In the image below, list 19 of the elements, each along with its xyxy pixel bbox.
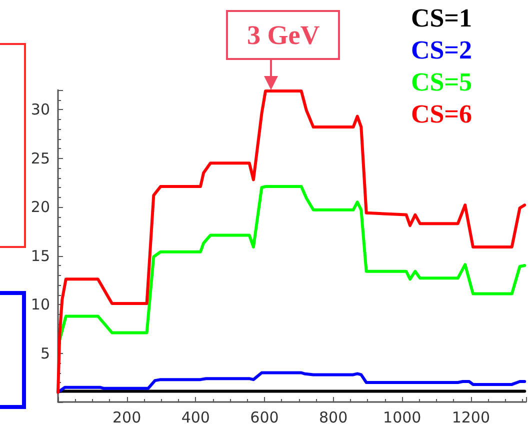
x-tick-label: 1000 (383, 408, 422, 426)
y-tick-label: 10 (30, 296, 50, 314)
text: CS=1 (410, 4, 472, 32)
x-tick-label: 1200 (452, 408, 490, 426)
y-tick-label: 5 (40, 344, 50, 362)
y-tick-label: 20 (30, 198, 50, 216)
annotation: 3 GeV (226, 10, 340, 60)
x-tick-label: 800 (318, 408, 348, 426)
x-tick-label: 600 (250, 408, 279, 426)
series-label: CS=6 (410, 100, 472, 128)
y-tick-label: 15 (30, 246, 50, 265)
y-tick-label: 25 (30, 149, 50, 168)
line-series (56, 371, 526, 394)
text: CS=5 (410, 68, 472, 96)
y-tick-label: 30 (30, 100, 50, 118)
x-tick-label: 200 (112, 408, 142, 426)
line-series (58, 185, 526, 342)
text: CS=2 (410, 36, 472, 64)
x-tick-label: 400 (181, 408, 210, 426)
